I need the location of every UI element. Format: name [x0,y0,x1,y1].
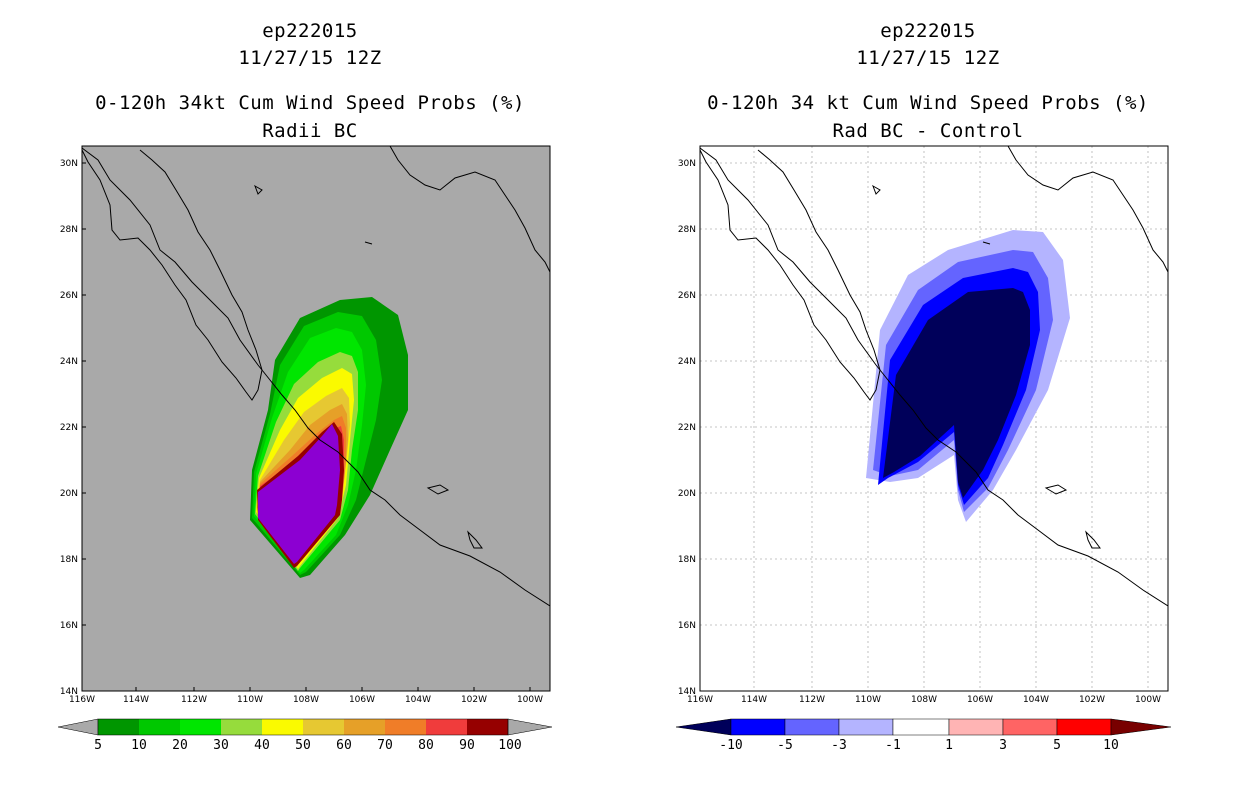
left-colorbar-swatch [139,719,180,735]
right-colorbar-label: 5 [1053,738,1061,753]
right-lon-ticks: 116W 114W 112W 110W 108W 106W 104W 102W … [687,695,1161,705]
left-lat-label: 22N [60,423,78,433]
right-diff-darkest [883,288,1030,498]
left-lat-label: 24N [60,357,78,367]
right-colorbar-label: -3 [831,738,847,753]
left-coastline [82,146,550,607]
left-lat-label: 14N [60,687,78,697]
right-lat-label: 22N [678,423,696,433]
left-probability-field [250,297,408,578]
left-lon-label: 104W [405,695,431,705]
right-colorbar-label: 3 [999,738,1007,753]
right-colorbar: -10 -5 -3 -1 1 3 5 10 [675,718,1172,753]
right-lon-label: 114W [741,695,767,705]
left-colorbar-swatch [426,719,467,735]
left-colorbar-under [57,718,99,736]
right-map: 30N 28N 26N 24N 22N 20N 18N 16N 14N 116W… [675,145,1172,753]
right-colorbar-swatch [838,718,894,736]
left-colorbar-swatch [98,719,139,735]
right-colorbar-swatch [892,718,950,736]
right-colorbar-label: 10 [1103,738,1119,753]
left-lat-label: 16N [60,621,78,631]
left-colorbar-label: 80 [418,738,434,753]
right-lat-label: 28N [678,225,696,235]
left-lon-ticks: 116W 114W 112W 110W 108W 106W 104W 102W … [69,687,543,705]
left-lat-label: 30N [60,159,78,169]
left-colorbar-label: 30 [213,738,229,753]
right-colorbar-swatch [1002,718,1058,736]
right-lon-label: 110W [855,695,881,705]
left-colorbar-label: 20 [172,738,188,753]
right-colorbar-label: -1 [885,738,901,753]
right-lon-label: 106W [967,695,993,705]
left-colorbar-label: 5 [94,738,102,753]
right-lat-label: 26N [678,291,696,301]
left-lon-label: 100W [517,695,543,705]
right-lat-label: 20N [678,489,696,499]
left-lon-label: 110W [237,695,263,705]
left-colorbar: 5 10 20 30 40 50 60 70 80 90 100 [57,718,553,753]
right-lat-label: 18N [678,555,696,565]
left-colorbar-swatch [221,719,262,735]
right-lat-label: 16N [678,621,696,631]
left-lat-label: 20N [60,489,78,499]
right-colorbar-swatch [948,718,1004,736]
right-title-storm: ep222015 [880,20,976,42]
left-lat-ticks: 30N 28N 26N 24N 22N 20N 18N 16N 14N [60,159,86,697]
left-lon-label: 108W [293,695,319,705]
left-title-sub: Radii BC [262,120,358,142]
left-lon-label: 116W [69,695,95,705]
right-lon-label: 108W [911,695,937,705]
left-colorbar-label: 10 [131,738,147,753]
right-lat-ticks: 30N 28N 26N 24N 22N 20N 18N 16N 14N [678,159,696,697]
right-lat-label: 14N [678,687,696,697]
right-difference-field [866,230,1070,522]
right-colorbar-over [1110,718,1172,736]
left-map: 30N 28N 26N 24N 22N 20N 18N 16N 14N 116W… [57,145,553,753]
right-lon-label: 102W [1079,695,1105,705]
left-colorbar-label: 100 [498,738,521,753]
left-title-date: 11/27/15 12Z [238,47,382,69]
right-lon-label: 112W [799,695,825,705]
left-colorbar-swatch [344,719,385,735]
right-lon-label: 100W [1135,695,1161,705]
right-colorbar-swatch [784,718,840,736]
left-colorbar-swatch [180,719,221,735]
right-title-product: 0-120h 34 kt Cum Wind Speed Probs (%) [707,92,1149,114]
left-colorbar-label: 60 [336,738,352,753]
right-title-date: 11/27/15 12Z [856,47,1000,69]
left-lat-label: 28N [60,225,78,235]
left-title-product: 0-120h 34kt Cum Wind Speed Probs (%) [95,92,525,114]
left-prob-100 [258,424,340,564]
right-lon-label: 116W [687,695,713,705]
left-colorbar-swatch [262,719,303,735]
left-colorbar-label: 40 [254,738,270,753]
left-lat-label: 26N [60,291,78,301]
left-colorbar-label: 50 [295,738,311,753]
right-lat-label: 24N [678,357,696,367]
right-colorbar-swatch [1056,718,1112,736]
right-lon-label: 104W [1023,695,1049,705]
right-colorbar-label: -5 [777,738,793,753]
right-colorbar-swatch [730,718,786,736]
left-lat-label: 18N [60,555,78,565]
right-title-sub: Rad BC - Control [832,120,1024,142]
right-colorbar-label: 1 [945,738,953,753]
left-colorbar-over [507,718,553,736]
left-lon-label: 106W [349,695,375,705]
right-coastline [700,146,1168,607]
left-colorbar-swatch [467,719,508,735]
left-colorbar-label: 70 [377,738,393,753]
left-colorbar-swatch [303,719,344,735]
right-colorbar-under [675,718,732,736]
left-lon-label: 102W [461,695,487,705]
left-lon-label: 114W [123,695,149,705]
left-lon-label: 112W [181,695,207,705]
right-lat-label: 30N [678,159,696,169]
left-title-storm: ep222015 [262,20,358,42]
left-colorbar-swatch [385,719,426,735]
left-colorbar-label: 90 [459,738,475,753]
right-colorbar-label: -10 [719,738,742,753]
